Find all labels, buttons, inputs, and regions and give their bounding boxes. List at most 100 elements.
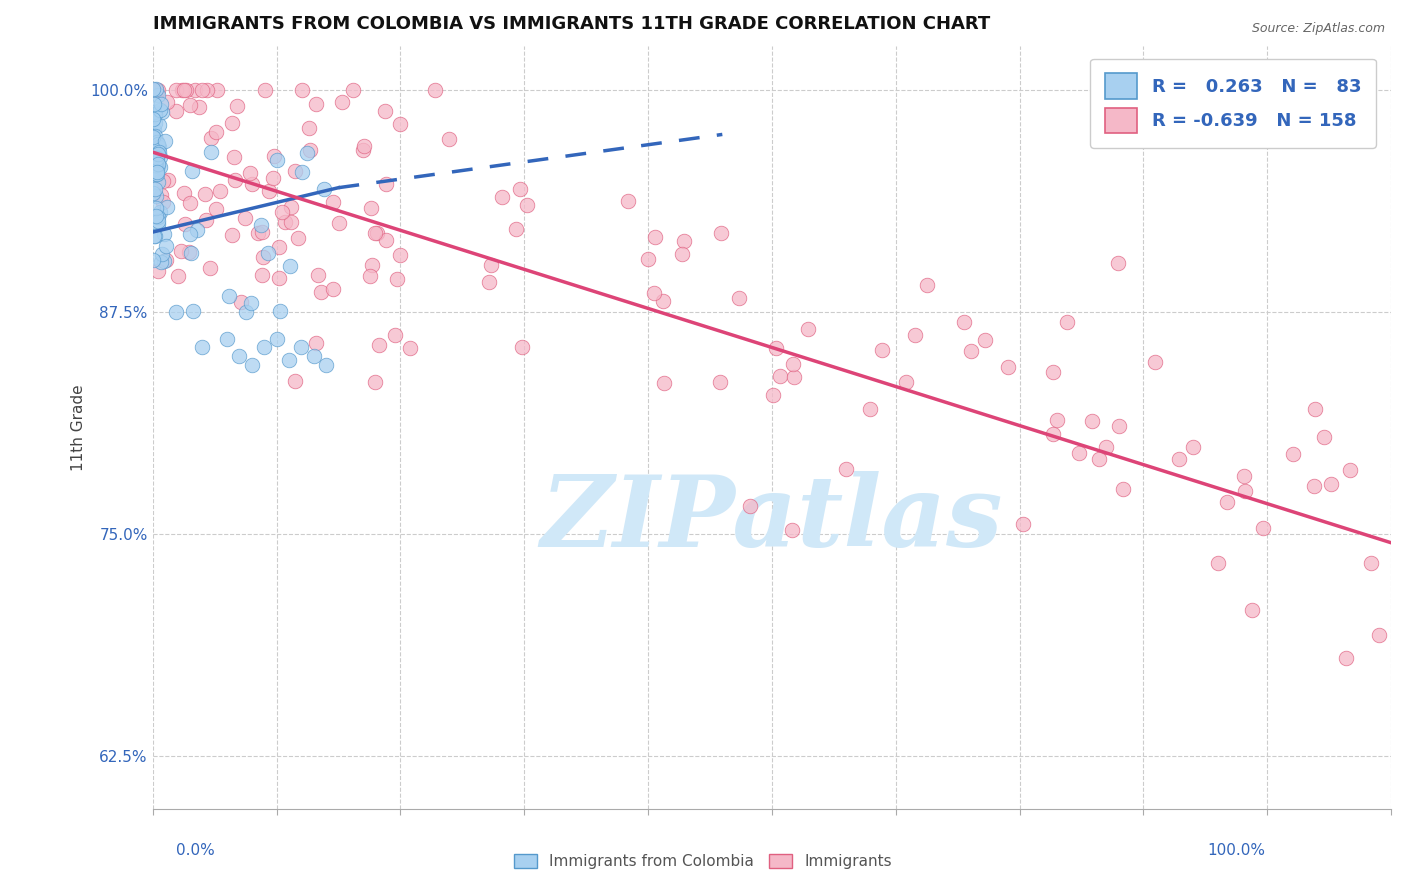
Point: [389, 117, 412, 131]
Point: [267, 271, 290, 285]
Point: [270, 205, 292, 219]
Point: [510, 340, 533, 354]
Point: [671, 247, 693, 261]
Point: [148, 205, 170, 219]
Point: [200, 145, 222, 160]
Point: [165, 83, 187, 97]
Point: [238, 166, 260, 180]
Point: [153, 134, 176, 148]
Point: [143, 229, 166, 244]
Point: [761, 388, 783, 402]
Point: [146, 264, 169, 278]
Point: [1368, 627, 1391, 641]
Point: [437, 132, 460, 146]
Point: [652, 376, 675, 390]
Point: [150, 247, 173, 261]
Point: [145, 189, 167, 203]
Point: [148, 136, 170, 151]
Point: [673, 234, 696, 248]
Point: [149, 150, 172, 164]
Point: [165, 103, 187, 118]
Point: [710, 227, 733, 241]
Point: [174, 217, 197, 231]
Point: [143, 158, 166, 172]
Point: [173, 83, 195, 97]
Point: [146, 146, 169, 161]
Point: [146, 135, 169, 149]
Point: [149, 103, 172, 118]
Point: [169, 244, 191, 258]
Point: [146, 158, 169, 172]
Point: [1011, 517, 1033, 532]
Point: [366, 226, 388, 240]
Point: [516, 198, 538, 212]
Point: [148, 118, 170, 132]
Legend: Immigrants from Colombia, Immigrants: Immigrants from Colombia, Immigrants: [508, 848, 898, 875]
Point: [191, 83, 214, 97]
Point: [155, 239, 177, 253]
Y-axis label: 11th Grade: 11th Grade: [72, 384, 86, 471]
Point: [153, 227, 176, 242]
Point: [1234, 484, 1257, 499]
Point: [1320, 477, 1343, 491]
Point: [145, 209, 167, 223]
Point: [491, 190, 513, 204]
Point: [145, 156, 167, 170]
Point: [374, 103, 396, 118]
Point: [960, 343, 983, 358]
Point: [740, 500, 762, 514]
Point: [728, 291, 751, 305]
Point: [170, 83, 193, 97]
Point: [205, 83, 228, 97]
Point: [156, 173, 179, 187]
Point: [1056, 315, 1078, 329]
Point: [145, 158, 167, 172]
Point: [375, 233, 398, 247]
Point: [328, 216, 350, 230]
Point: [399, 341, 422, 355]
Point: [505, 222, 527, 236]
Point: [198, 260, 221, 275]
Point: [291, 83, 314, 97]
Point: [179, 227, 201, 241]
Point: [1046, 413, 1069, 427]
Point: [143, 128, 166, 143]
Point: [1313, 430, 1336, 444]
Text: ZIPatlas: ZIPatlas: [541, 471, 1002, 567]
Point: [353, 139, 375, 153]
Point: [915, 278, 938, 293]
Point: [1339, 463, 1361, 477]
Point: [179, 97, 201, 112]
Point: [1144, 355, 1167, 369]
Point: [166, 305, 188, 319]
Point: [342, 83, 364, 97]
Point: [783, 370, 806, 384]
Point: [148, 156, 170, 170]
Point: [1251, 521, 1274, 535]
Point: [240, 295, 263, 310]
Point: [299, 143, 322, 157]
Point: [509, 182, 531, 196]
Point: [145, 201, 167, 215]
Point: [215, 332, 238, 346]
Text: 100.0%: 100.0%: [1208, 843, 1265, 858]
Text: IMMIGRANTS FROM COLOMBIA VS IMMIGRANTS 11TH GRADE CORRELATION CHART: IMMIGRANTS FROM COLOMBIA VS IMMIGRANTS 1…: [153, 15, 990, 33]
Point: [148, 159, 170, 173]
Point: [143, 229, 166, 244]
Point: [259, 184, 281, 198]
Point: [146, 147, 169, 161]
Point: [302, 349, 325, 363]
Point: [145, 83, 167, 97]
Point: [1181, 440, 1204, 454]
Point: [269, 304, 291, 318]
Point: [143, 106, 166, 120]
Point: [149, 255, 172, 269]
Point: [224, 173, 246, 187]
Point: [146, 168, 169, 182]
Point: [374, 177, 396, 191]
Point: [200, 131, 222, 145]
Point: [187, 100, 209, 114]
Point: [240, 358, 263, 372]
Point: [228, 349, 250, 363]
Point: [637, 252, 659, 267]
